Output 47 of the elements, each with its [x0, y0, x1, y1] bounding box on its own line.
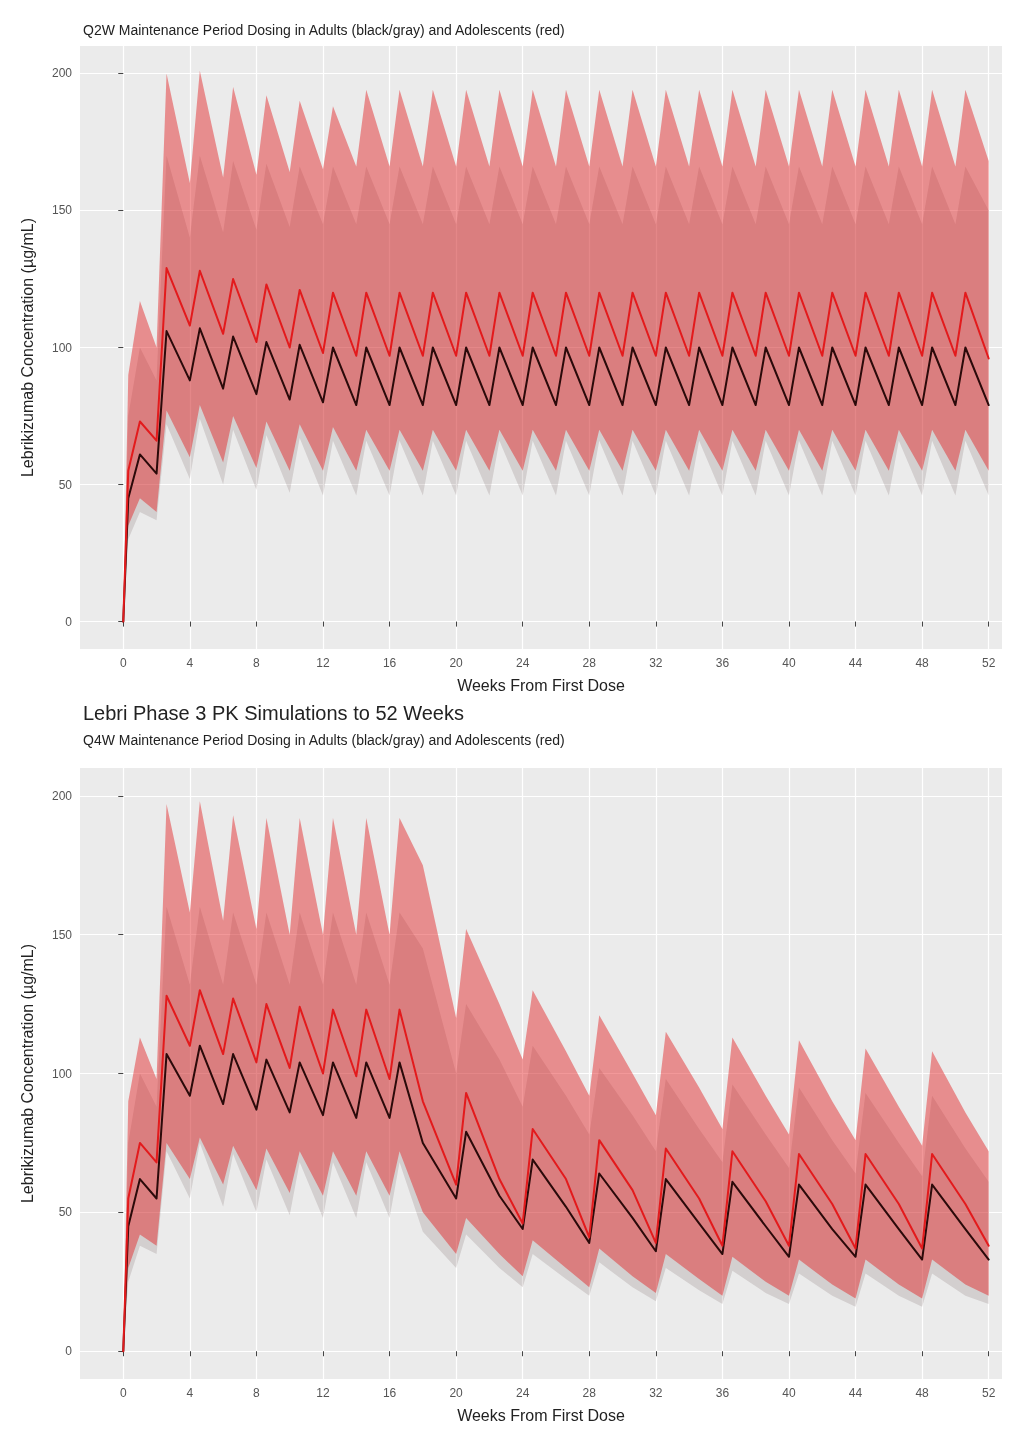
x-tick-label: 0: [119, 656, 127, 670]
x-tick-label: 44: [848, 656, 863, 670]
x-tick-label: 36: [715, 656, 730, 670]
x-tick-label: 28: [582, 1386, 597, 1400]
x-tick-label: 32: [649, 656, 663, 670]
x-tick-label: 40: [782, 656, 796, 670]
x-tick-label: 20: [449, 1386, 464, 1400]
x-tick-label: 16: [382, 656, 397, 670]
x-tick-label: 4: [186, 1386, 194, 1400]
y-tick-label: 150: [51, 927, 73, 942]
y-tick-label: 150: [51, 203, 73, 218]
y-tick-label: 200: [51, 788, 73, 803]
x-tick-label: 8: [253, 656, 261, 670]
x-tick-label: 36: [715, 1386, 730, 1400]
x-tick-label: 24: [516, 656, 530, 670]
x-tick-label: 52: [982, 1386, 996, 1400]
x-tick-label: 12: [316, 1386, 330, 1400]
y-tick-label: 0: [65, 614, 73, 629]
x-tick-label: 40: [782, 1386, 796, 1400]
x-tick-label: 20: [449, 656, 464, 670]
chart-title: Lebri Phase 3 PK Simulations to 52 Weeks: [83, 702, 464, 724]
y-tick-label: 0: [65, 1344, 73, 1359]
y-axis-title: Lebrikizumab Concentration (µg/mL): [18, 943, 36, 1204]
x-tick-label: 0: [119, 1386, 127, 1400]
x-axis-title: Weeks From First Dose: [457, 676, 625, 694]
x-tick-label: 24: [516, 1386, 530, 1400]
y-tick-label: 100: [51, 340, 73, 355]
x-tick-label: 48: [915, 656, 930, 670]
line-series: [122, 989, 990, 1353]
y-tick-label: 200: [51, 66, 73, 81]
y-tick-label: 50: [58, 1205, 73, 1220]
x-tick-label: 8: [253, 1386, 261, 1400]
x-tick-label: 16: [382, 1386, 397, 1400]
x-tick-label: 52: [982, 656, 996, 670]
x-tick-label: 32: [649, 1386, 663, 1400]
x-tick-label: 4: [186, 656, 194, 670]
chart-subtitle: Q4W Maintenance Period Dosing in Adults (black/gray) and Adolescents (red): [83, 732, 565, 748]
x-axis-title: Weeks From First Dose: [457, 1406, 625, 1424]
y-axis-title: Lebrikizumab Concentration (µg/mL): [18, 217, 36, 478]
x-tick-label: 48: [915, 1386, 930, 1400]
x-tick-label: 44: [848, 1386, 863, 1400]
y-tick-label: 100: [51, 1066, 73, 1081]
line-series: [122, 267, 990, 623]
y-tick-label: 50: [58, 477, 73, 492]
x-tick-label: 28: [582, 656, 597, 670]
chart-subtitle: Q2W Maintenance Period Dosing in Adults (black/gray) and Adolescents (red): [83, 22, 565, 38]
x-tick-label: 12: [316, 656, 330, 670]
